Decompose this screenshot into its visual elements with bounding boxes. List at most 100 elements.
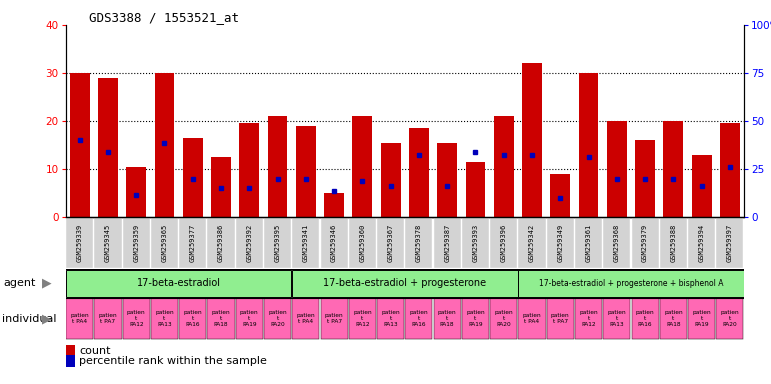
Bar xyxy=(466,162,486,217)
Bar xyxy=(716,298,743,339)
Text: ▶: ▶ xyxy=(42,277,52,290)
Text: 17-beta-estradiol + progesterone + bisphenol A: 17-beta-estradiol + progesterone + bisph… xyxy=(539,279,723,288)
Bar xyxy=(321,217,348,268)
Text: percentile rank within the sample: percentile rank within the sample xyxy=(79,356,268,366)
Text: patien
t PA4: patien t PA4 xyxy=(523,313,541,324)
Bar xyxy=(631,298,658,339)
Bar xyxy=(716,217,743,268)
Text: GSM259387: GSM259387 xyxy=(444,224,450,262)
Text: GSM259377: GSM259377 xyxy=(190,224,196,262)
Bar xyxy=(151,217,178,268)
Text: patien
t
PA18: patien t PA18 xyxy=(212,310,231,327)
Bar xyxy=(292,298,319,339)
Bar xyxy=(433,217,461,268)
Text: GSM259339: GSM259339 xyxy=(76,224,82,262)
Bar xyxy=(179,298,207,339)
Text: GSM259365: GSM259365 xyxy=(161,224,167,262)
Text: 17-beta-estradiol + progesterone: 17-beta-estradiol + progesterone xyxy=(323,278,487,288)
Text: GSM259345: GSM259345 xyxy=(105,224,111,262)
Bar xyxy=(660,298,687,339)
Bar xyxy=(98,78,118,217)
Text: GSM259397: GSM259397 xyxy=(727,224,733,262)
Bar xyxy=(550,174,570,217)
Text: patien
t PA7: patien t PA7 xyxy=(325,313,343,324)
Bar xyxy=(179,217,207,268)
Text: agent: agent xyxy=(4,278,36,288)
Text: GSM259346: GSM259346 xyxy=(331,224,337,262)
Bar xyxy=(292,270,517,297)
Bar xyxy=(211,157,231,217)
Text: patien
t
PA13: patien t PA13 xyxy=(382,310,400,327)
Text: GSM259393: GSM259393 xyxy=(473,224,479,262)
Bar xyxy=(547,298,574,339)
Text: GSM259379: GSM259379 xyxy=(642,224,648,262)
Bar xyxy=(151,298,178,339)
Text: GSM259394: GSM259394 xyxy=(699,224,705,262)
Text: patien
t
PA12: patien t PA12 xyxy=(127,310,146,327)
Bar xyxy=(296,126,316,217)
Bar xyxy=(635,140,655,217)
Bar xyxy=(409,128,429,217)
Bar xyxy=(688,217,715,268)
Bar xyxy=(321,298,348,339)
Text: GDS3388 / 1553521_at: GDS3388 / 1553521_at xyxy=(89,12,239,25)
Text: ▶: ▶ xyxy=(42,312,52,325)
Text: patien
t PA7: patien t PA7 xyxy=(99,313,117,324)
Bar xyxy=(607,121,627,217)
Text: GSM259378: GSM259378 xyxy=(416,224,422,262)
Text: patien
t PA7: patien t PA7 xyxy=(551,313,570,324)
Bar xyxy=(377,217,404,268)
Text: patien
t
PA16: patien t PA16 xyxy=(409,310,428,327)
Text: patien
t
PA18: patien t PA18 xyxy=(664,310,682,327)
Bar xyxy=(268,116,288,217)
Bar xyxy=(66,270,291,297)
Bar xyxy=(236,298,263,339)
Text: GSM259392: GSM259392 xyxy=(246,224,252,262)
Text: patien
t
PA20: patien t PA20 xyxy=(268,310,287,327)
Bar xyxy=(660,217,687,268)
Text: GSM259360: GSM259360 xyxy=(359,224,365,262)
Bar xyxy=(406,217,433,268)
Bar xyxy=(578,73,598,217)
Bar xyxy=(381,142,401,217)
Bar xyxy=(348,217,376,268)
Text: GSM259367: GSM259367 xyxy=(388,224,394,262)
Bar xyxy=(94,298,122,339)
Bar xyxy=(547,217,574,268)
Bar xyxy=(154,73,174,217)
Bar xyxy=(575,217,602,268)
Bar xyxy=(688,298,715,339)
Bar xyxy=(207,217,234,268)
Bar xyxy=(462,217,489,268)
Bar xyxy=(603,298,631,339)
Text: patien
t
PA20: patien t PA20 xyxy=(494,310,513,327)
Bar xyxy=(462,298,489,339)
Bar xyxy=(123,298,150,339)
Bar xyxy=(377,298,404,339)
Bar xyxy=(575,298,602,339)
Bar xyxy=(494,116,513,217)
Text: GSM259368: GSM259368 xyxy=(614,224,620,262)
Bar xyxy=(236,217,263,268)
Text: patien
t
PA18: patien t PA18 xyxy=(438,310,456,327)
Bar xyxy=(126,167,146,217)
Bar xyxy=(207,298,234,339)
Text: individual: individual xyxy=(2,314,56,324)
Bar xyxy=(239,123,259,217)
Bar xyxy=(437,142,457,217)
Bar xyxy=(433,298,461,339)
Bar xyxy=(123,217,150,268)
Text: patien
t
PA20: patien t PA20 xyxy=(721,310,739,327)
Text: patien
t
PA16: patien t PA16 xyxy=(636,310,655,327)
Text: patien
t
PA12: patien t PA12 xyxy=(579,310,598,327)
Text: patien
t
PA13: patien t PA13 xyxy=(155,310,173,327)
Bar xyxy=(518,270,744,297)
Text: patien
t
PA19: patien t PA19 xyxy=(692,310,711,327)
Bar xyxy=(66,298,93,339)
Bar xyxy=(518,298,546,339)
Bar xyxy=(663,121,683,217)
Text: patien
t
PA19: patien t PA19 xyxy=(466,310,485,327)
Text: GSM259396: GSM259396 xyxy=(500,224,507,262)
Bar xyxy=(264,298,291,339)
Bar xyxy=(352,116,372,217)
